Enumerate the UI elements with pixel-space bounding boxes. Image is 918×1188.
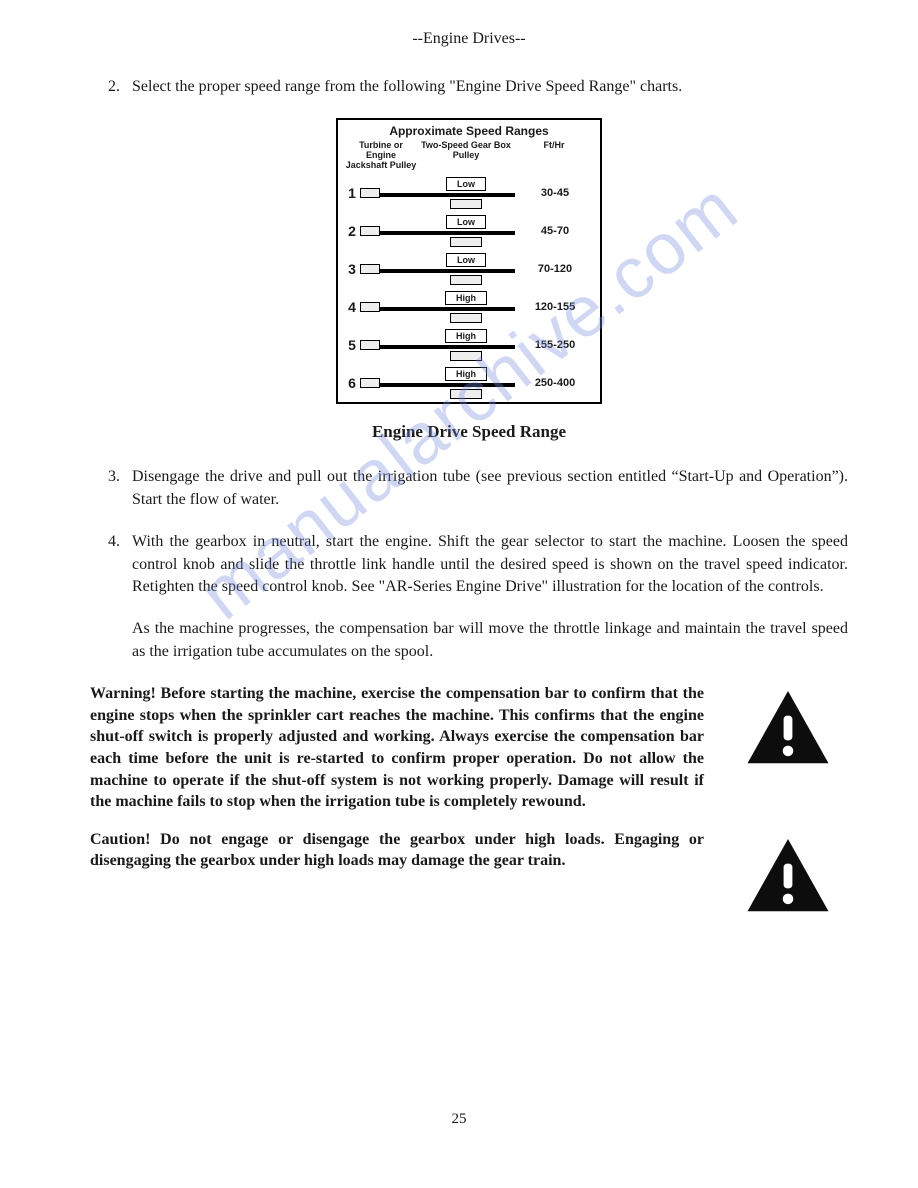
chart-row-number: 1 bbox=[344, 185, 360, 201]
gearbox-pulley-icon bbox=[450, 199, 482, 209]
speed-range-chart: Approximate Speed Ranges Turbine or Engi… bbox=[90, 118, 848, 404]
list-text: Disengage the drive and pull out the irr… bbox=[132, 466, 848, 511]
list-number: 4. bbox=[90, 531, 132, 598]
speed-range-value: 45-70 bbox=[516, 225, 594, 237]
belt-line bbox=[367, 193, 515, 197]
warning-triangle-icon bbox=[744, 837, 832, 915]
gearbox-pulley-icon bbox=[450, 237, 482, 247]
gear-label: Low bbox=[446, 215, 486, 229]
gear-label: High bbox=[445, 291, 487, 305]
gear-cell: Low bbox=[416, 253, 516, 285]
chart-row-number: 5 bbox=[344, 337, 360, 353]
gear-label: High bbox=[445, 329, 487, 343]
list-item-2: 2. Select the proper speed range from th… bbox=[90, 76, 848, 98]
chart-column-headers: Turbine or Engine Jackshaft Pulley Two-S… bbox=[338, 140, 600, 174]
warning-text: Warning! Before starting the machine, ex… bbox=[90, 683, 704, 813]
page-header: --Engine Drives-- bbox=[90, 30, 848, 48]
belt-line bbox=[367, 269, 515, 273]
speed-range-value: 70-120 bbox=[516, 263, 594, 275]
warning-triangle-icon bbox=[744, 689, 832, 767]
gear-cell: High bbox=[416, 329, 516, 361]
caution-text: Caution! Do not engage or disengage the … bbox=[90, 829, 704, 872]
gear-cell: Low bbox=[416, 215, 516, 247]
chart-row-number: 4 bbox=[344, 299, 360, 315]
chart-row: 3 Low 70-120 bbox=[338, 250, 600, 288]
belt-line bbox=[367, 231, 515, 235]
page: manualarchive.com --Engine Drives-- 2. S… bbox=[0, 0, 918, 1188]
gear-label: High bbox=[445, 367, 487, 381]
chart-row: 4 High 120-155 bbox=[338, 288, 600, 326]
paragraph-after-4: As the machine progresses, the compensat… bbox=[132, 618, 848, 663]
list-number: 2. bbox=[90, 76, 132, 98]
warning-section: Warning! Before starting the machine, ex… bbox=[90, 683, 848, 915]
chart-row: 1 Low 30-45 bbox=[338, 174, 600, 212]
gear-cell: Low bbox=[416, 177, 516, 209]
chart-row-number: 2 bbox=[344, 223, 360, 239]
belt-line bbox=[367, 307, 515, 311]
speed-range-value: 30-45 bbox=[516, 187, 594, 199]
speed-range-value: 250-400 bbox=[516, 377, 594, 389]
gear-label: Low bbox=[446, 177, 486, 191]
chart-row: 6 High 250-400 bbox=[338, 364, 600, 402]
list-text: Select the proper speed range from the f… bbox=[132, 76, 848, 98]
list-item-3: 3. Disengage the drive and pull out the … bbox=[90, 466, 848, 511]
chart-row: 5 High 155-250 bbox=[338, 326, 600, 364]
belt-line bbox=[367, 345, 515, 349]
list-number: 3. bbox=[90, 466, 132, 511]
speed-range-value: 120-155 bbox=[516, 301, 594, 313]
warning-icons-column bbox=[728, 683, 848, 915]
gear-cell: High bbox=[416, 367, 516, 399]
chart-row-number: 6 bbox=[344, 375, 360, 391]
belt-line bbox=[367, 383, 515, 387]
chart-caption: Engine Drive Speed Range bbox=[90, 422, 848, 442]
gearbox-pulley-icon bbox=[450, 351, 482, 361]
speed-range-value: 155-250 bbox=[516, 339, 594, 351]
chart-box: Approximate Speed Ranges Turbine or Engi… bbox=[336, 118, 602, 404]
gear-label: Low bbox=[446, 253, 486, 267]
chart-col3-header: Ft/Hr bbox=[514, 140, 594, 170]
gearbox-pulley-icon bbox=[450, 389, 482, 399]
chart-row-number: 3 bbox=[344, 261, 360, 277]
chart-row: 2 Low 45-70 bbox=[338, 212, 600, 250]
list-text: With the gearbox in neutral, start the e… bbox=[132, 531, 848, 598]
gear-cell: High bbox=[416, 291, 516, 323]
chart-col1-header: Turbine or Engine Jackshaft Pulley bbox=[344, 140, 418, 170]
chart-col2-header: Two-Speed Gear Box Pulley bbox=[418, 140, 514, 170]
gearbox-pulley-icon bbox=[450, 275, 482, 285]
list-item-4: 4. With the gearbox in neutral, start th… bbox=[90, 531, 848, 598]
chart-title: Approximate Speed Ranges bbox=[338, 120, 600, 140]
gearbox-pulley-icon bbox=[450, 313, 482, 323]
page-number: 25 bbox=[0, 1111, 918, 1128]
